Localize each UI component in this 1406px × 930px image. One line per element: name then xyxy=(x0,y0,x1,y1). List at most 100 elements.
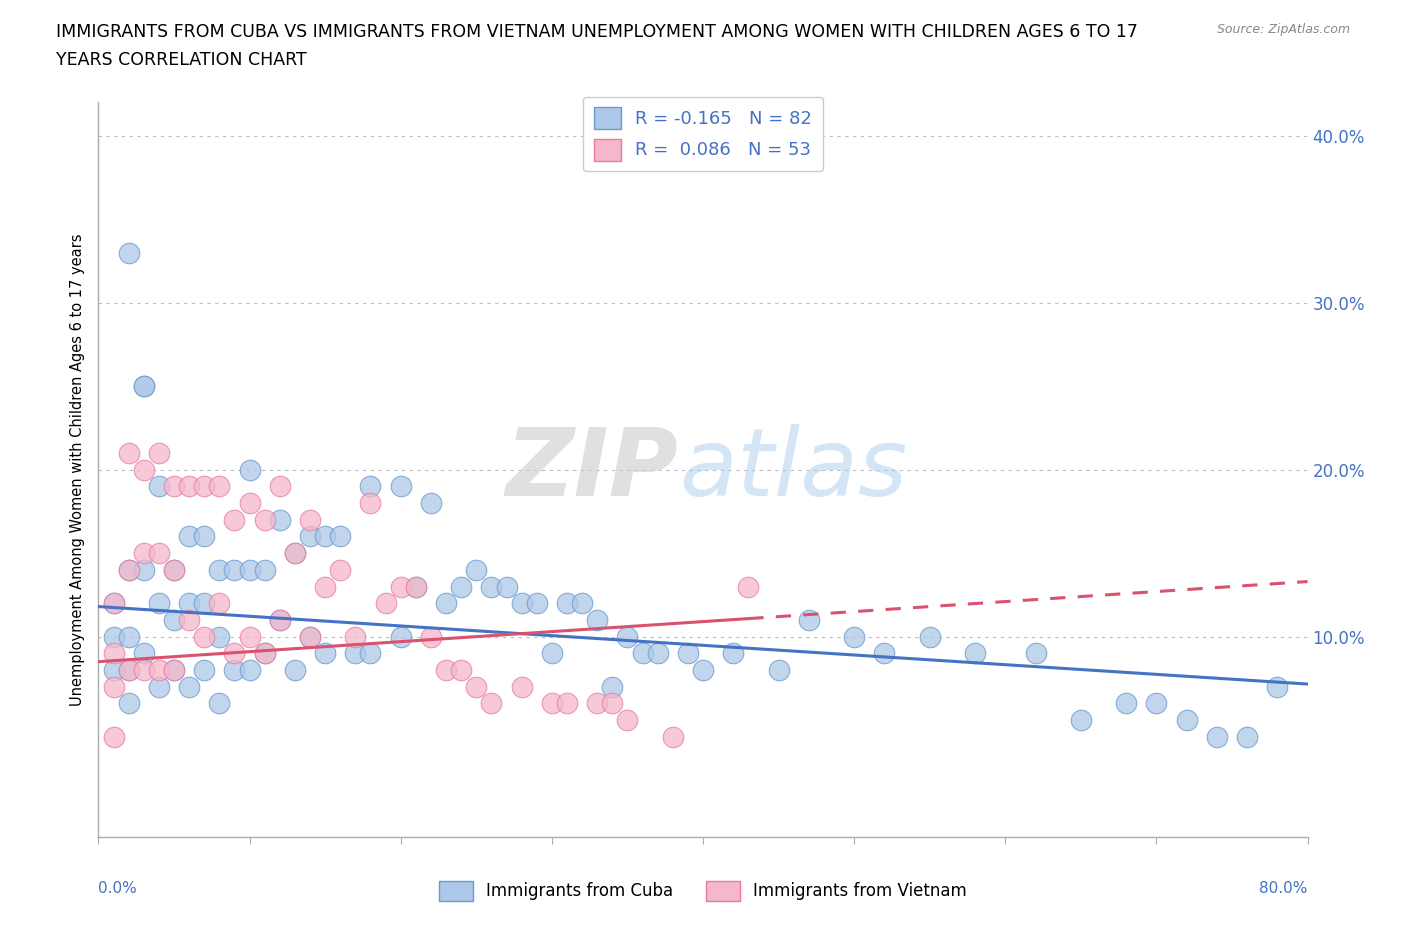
Point xyxy=(389,579,412,594)
Text: ZIP: ZIP xyxy=(506,424,679,515)
Point xyxy=(329,529,352,544)
Point xyxy=(374,596,396,611)
Legend: R = -0.165   N = 82, R =  0.086   N = 53: R = -0.165 N = 82, R = 0.086 N = 53 xyxy=(583,97,823,171)
Point xyxy=(103,646,125,661)
Text: 80.0%: 80.0% xyxy=(1260,881,1308,897)
Point xyxy=(450,662,472,677)
Point xyxy=(208,696,231,711)
Point xyxy=(723,646,745,661)
Point xyxy=(118,563,141,578)
Point xyxy=(269,479,291,494)
Point xyxy=(193,596,215,611)
Point xyxy=(1144,696,1167,711)
Point xyxy=(148,679,170,694)
Point xyxy=(1070,712,1092,727)
Point xyxy=(647,646,669,661)
Point xyxy=(434,662,457,677)
Point xyxy=(239,563,262,578)
Point xyxy=(329,563,352,578)
Point xyxy=(132,462,155,477)
Point xyxy=(193,529,215,544)
Point xyxy=(118,246,141,260)
Point xyxy=(163,613,186,628)
Point xyxy=(132,646,155,661)
Point xyxy=(239,462,262,477)
Point xyxy=(616,630,638,644)
Point xyxy=(179,479,201,494)
Y-axis label: Unemployment Among Women with Children Ages 6 to 17 years: Unemployment Among Women with Children A… xyxy=(70,233,86,706)
Point xyxy=(405,579,427,594)
Point xyxy=(510,679,533,694)
Point xyxy=(631,646,654,661)
Point xyxy=(571,596,593,611)
Point xyxy=(132,379,155,393)
Point xyxy=(555,696,578,711)
Point xyxy=(253,512,276,527)
Point xyxy=(389,479,412,494)
Point xyxy=(193,662,215,677)
Point xyxy=(224,662,246,677)
Point xyxy=(1024,646,1046,661)
Point xyxy=(132,379,155,393)
Point xyxy=(844,630,866,644)
Point xyxy=(253,646,276,661)
Point xyxy=(299,630,322,644)
Point xyxy=(299,529,322,544)
Point xyxy=(103,729,125,744)
Point xyxy=(179,613,201,628)
Point xyxy=(465,679,488,694)
Point xyxy=(269,613,291,628)
Point xyxy=(602,696,624,711)
Point xyxy=(1115,696,1137,711)
Text: YEARS CORRELATION CHART: YEARS CORRELATION CHART xyxy=(56,51,307,69)
Point xyxy=(148,662,170,677)
Point xyxy=(193,630,215,644)
Point xyxy=(555,596,578,611)
Point xyxy=(253,563,276,578)
Point xyxy=(873,646,896,661)
Point xyxy=(253,646,276,661)
Point xyxy=(239,662,262,677)
Point xyxy=(118,662,141,677)
Point xyxy=(208,563,231,578)
Point xyxy=(103,662,125,677)
Point xyxy=(118,696,141,711)
Point xyxy=(132,662,155,677)
Point xyxy=(389,630,412,644)
Text: 0.0%: 0.0% xyxy=(98,881,138,897)
Point xyxy=(284,546,307,561)
Point xyxy=(360,479,382,494)
Point xyxy=(118,445,141,460)
Point xyxy=(148,546,170,561)
Point xyxy=(118,662,141,677)
Point xyxy=(420,496,443,511)
Text: IMMIGRANTS FROM CUBA VS IMMIGRANTS FROM VIETNAM UNEMPLOYMENT AMONG WOMEN WITH CH: IMMIGRANTS FROM CUBA VS IMMIGRANTS FROM … xyxy=(56,23,1137,41)
Point xyxy=(148,479,170,494)
Point xyxy=(965,646,987,661)
Point xyxy=(344,630,367,644)
Point xyxy=(163,563,186,578)
Point xyxy=(163,662,186,677)
Point xyxy=(360,496,382,511)
Point xyxy=(586,696,609,711)
Point xyxy=(179,529,201,544)
Point xyxy=(148,596,170,611)
Point xyxy=(481,579,503,594)
Point xyxy=(103,596,125,611)
Point xyxy=(661,729,683,744)
Point xyxy=(179,596,201,611)
Text: Source: ZipAtlas.com: Source: ZipAtlas.com xyxy=(1216,23,1350,36)
Point xyxy=(224,512,246,527)
Point xyxy=(208,596,231,611)
Point xyxy=(405,579,427,594)
Point xyxy=(1206,729,1229,744)
Point xyxy=(510,596,533,611)
Point xyxy=(526,596,548,611)
Point xyxy=(103,679,125,694)
Point xyxy=(269,613,291,628)
Point xyxy=(118,563,141,578)
Point xyxy=(269,512,291,527)
Point xyxy=(540,696,562,711)
Point xyxy=(103,596,125,611)
Point xyxy=(314,579,336,594)
